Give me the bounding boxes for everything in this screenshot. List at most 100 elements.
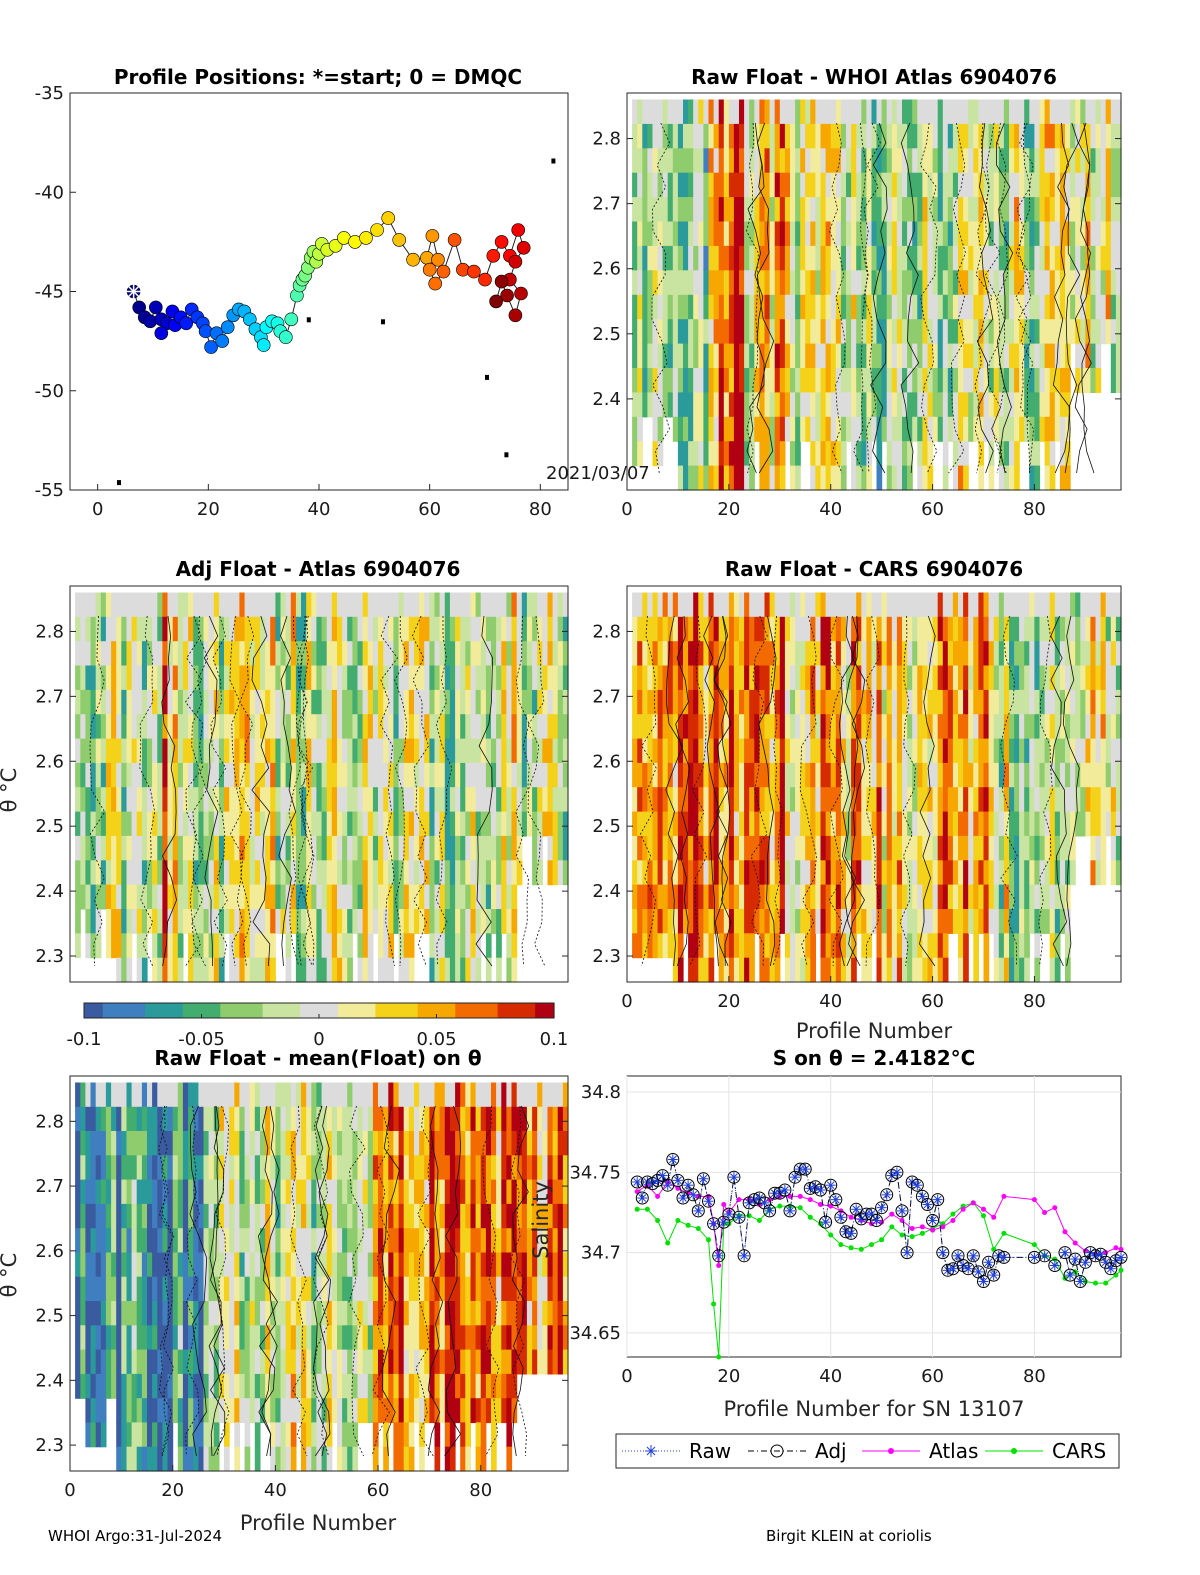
heatmap-cell xyxy=(126,1349,133,1375)
heatmap-cell xyxy=(693,811,699,837)
heatmap-cell xyxy=(677,884,684,910)
heatmap-cell xyxy=(172,957,179,983)
heatmap-cell xyxy=(815,641,822,667)
heatmap-cell xyxy=(188,616,194,642)
heatmap-cell xyxy=(662,368,669,393)
heatmap-cell xyxy=(306,592,312,618)
heatmap-cell xyxy=(993,294,1000,320)
heatmap-cell xyxy=(316,738,323,764)
heatmap-cell xyxy=(208,884,215,910)
heatmap-cell xyxy=(902,392,908,418)
heatmap-cell xyxy=(516,689,523,715)
heatmap-cell xyxy=(290,689,297,715)
heatmap-cell xyxy=(198,1422,205,1448)
contour-line xyxy=(1063,122,1081,474)
heatmap-cell xyxy=(224,835,230,861)
heatmap-cell xyxy=(815,592,822,618)
heatmap-cell xyxy=(672,123,679,149)
heatmap-cell xyxy=(182,1228,189,1254)
heatmap-cell xyxy=(121,1203,127,1229)
heatmap-cell xyxy=(105,884,112,910)
heatmap-cell xyxy=(275,787,282,813)
heatmap-cell xyxy=(891,197,898,223)
profile-position-marker xyxy=(359,231,373,245)
heatmap-cell xyxy=(917,835,923,861)
heatmap-cell xyxy=(95,1373,102,1399)
heatmap-cell xyxy=(1095,99,1102,125)
heatmap-cell xyxy=(141,811,148,837)
heatmap-cell xyxy=(1039,392,1046,418)
heatmap-cell xyxy=(157,884,163,910)
heatmap-cell xyxy=(958,762,964,788)
heatmap-cell xyxy=(815,689,822,715)
heatmap-cell xyxy=(881,714,888,740)
heatmap-cell xyxy=(254,665,261,691)
heatmap-cell xyxy=(449,811,456,837)
heatmap-cell xyxy=(424,811,430,837)
heatmap-cell xyxy=(157,1349,163,1375)
heatmap-cell xyxy=(398,616,405,642)
heatmap-cell xyxy=(723,738,730,764)
heatmap-cell xyxy=(136,957,143,983)
heatmap-cell xyxy=(912,294,918,320)
heatmap-cell xyxy=(172,1252,179,1278)
heatmap-cell xyxy=(1009,172,1015,198)
heatmap-cell xyxy=(1014,738,1020,764)
heatmap-cell xyxy=(295,689,302,715)
heatmap-cell xyxy=(891,762,898,788)
heatmap-cell xyxy=(1090,294,1097,320)
heatmap-cell xyxy=(683,689,689,715)
heatmap-cell xyxy=(958,99,964,125)
heatmap-cell xyxy=(698,465,704,491)
heatmap-cell xyxy=(208,1276,215,1302)
heatmap-cell xyxy=(301,860,307,886)
heatmap-cell xyxy=(769,835,776,861)
heatmap-cell xyxy=(820,811,827,837)
heatmap-cell xyxy=(937,197,944,223)
heatmap-cell xyxy=(1034,933,1041,959)
heatmap-cell xyxy=(708,616,715,642)
heatmap-cell xyxy=(1044,343,1051,369)
heatmap-cell xyxy=(557,592,564,618)
heatmap-cell xyxy=(851,148,857,174)
heatmap-cell xyxy=(90,616,97,642)
heatmap-cell xyxy=(480,884,487,910)
heatmap-cell xyxy=(208,1325,215,1351)
heatmap-cell xyxy=(167,1349,174,1375)
heatmap-cell xyxy=(896,368,903,393)
heatmap-cell xyxy=(688,957,694,983)
heatmap-cell xyxy=(121,1301,127,1326)
heatmap-cell xyxy=(886,665,893,691)
heatmap-cell xyxy=(126,884,133,910)
heatmap-cell xyxy=(815,245,822,271)
heatmap-cell xyxy=(723,933,730,959)
heatmap-cell xyxy=(1024,860,1030,886)
heatmap-cell xyxy=(672,172,679,198)
heatmap-cell xyxy=(800,294,806,320)
heatmap-cell xyxy=(141,957,148,983)
heatmap-cell xyxy=(562,811,569,837)
heatmap-cell xyxy=(116,1203,122,1229)
heatmap-cell xyxy=(942,123,949,149)
x-tick-label: 60 xyxy=(921,991,944,1012)
heatmap-cell xyxy=(754,592,760,618)
adj-atlas-panel: 2.82.72.62.52.42.3 xyxy=(35,585,569,983)
heatmap-cell xyxy=(152,1252,158,1278)
heatmap-cell xyxy=(141,714,148,740)
heatmap-cell xyxy=(927,909,934,934)
heatmap-cell xyxy=(182,1179,189,1205)
heatmap-cell xyxy=(942,714,949,740)
heatmap-cell xyxy=(1075,616,1081,642)
heatmap-cell xyxy=(667,884,674,910)
heatmap-cell xyxy=(942,641,949,667)
heatmap-cell xyxy=(85,933,92,959)
heatmap-cell xyxy=(1105,641,1112,667)
heatmap-cell xyxy=(1003,738,1010,764)
heatmap-cell xyxy=(331,860,338,886)
heatmap-cell xyxy=(728,319,735,345)
heatmap-cell xyxy=(131,1325,138,1351)
heatmap-cell xyxy=(316,665,323,691)
heatmap-cell xyxy=(1034,368,1041,393)
heatmap-cell xyxy=(311,957,317,983)
heatmap-cell xyxy=(229,909,235,934)
